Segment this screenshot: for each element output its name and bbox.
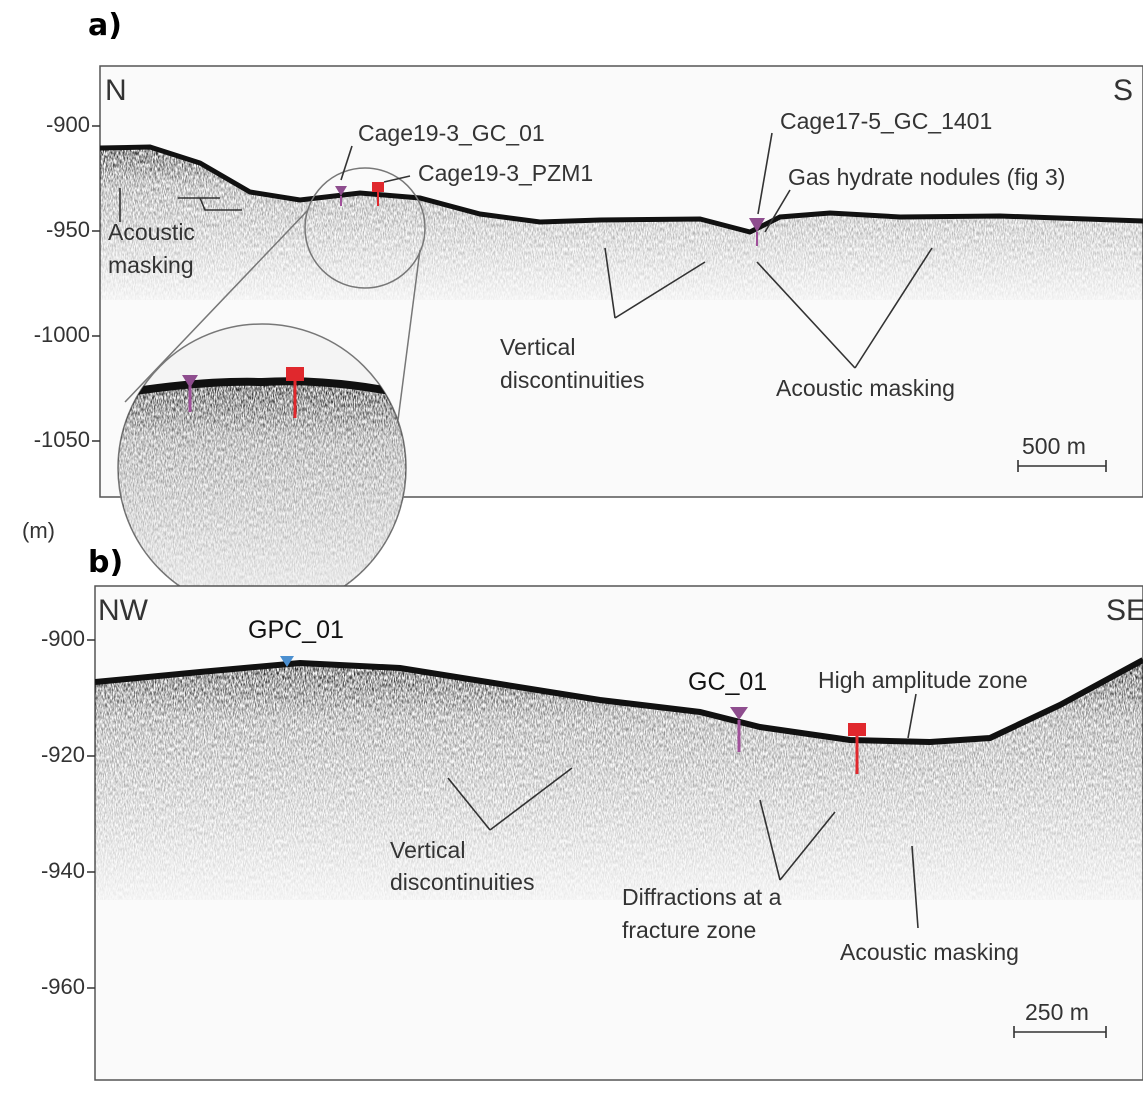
annotation: Gas hydrate nodules (fig 3) [788, 164, 1065, 190]
core-marker [848, 723, 866, 736]
corner-label: NW [98, 594, 149, 627]
core-marker [730, 707, 748, 720]
y-tick-label: -900 [41, 626, 85, 651]
unit-label: (m) [22, 518, 55, 543]
y-tick-label: -960 [41, 974, 85, 999]
corner-label: N [105, 74, 127, 107]
corner-label: S [1113, 74, 1133, 107]
annotation: masking [108, 252, 194, 278]
annotation: discontinuities [390, 869, 534, 895]
annotation: Vertical [500, 334, 575, 360]
panel-label: b) [88, 545, 123, 580]
scale-bar [1017, 460, 1107, 472]
seismic-profile [95, 657, 1143, 900]
scale-bar-label: 500 m [1022, 433, 1086, 459]
y-tick-label: -920 [41, 742, 85, 767]
annotation: Diffractions at a [622, 884, 782, 910]
zoom-view [117, 323, 407, 613]
core-marker [372, 182, 384, 192]
annotation: fracture zone [622, 917, 756, 943]
y-tick-label: -900 [46, 112, 90, 137]
zoom-source [304, 167, 426, 289]
panel-label: a) [88, 8, 122, 43]
core-marker [749, 218, 765, 232]
y-tick-label: -1000 [34, 322, 90, 347]
y-tick-label: -950 [46, 217, 90, 242]
scale-bar [1013, 1026, 1107, 1038]
core-marker [280, 656, 294, 667]
seismic-profile [100, 144, 1143, 300]
annotation: Acoustic masking [840, 939, 1019, 965]
y-axis: -900 -950 -1000 -1050 [34, 112, 100, 452]
y-axis: -900 -920 -940 -960 [41, 626, 95, 999]
zoom-line [397, 249, 421, 421]
annotation: Acoustic masking [776, 375, 955, 401]
scale-bar-label: 250 m [1025, 999, 1089, 1025]
annotation: GPC_01 [248, 616, 344, 644]
annotation: High amplitude zone [818, 667, 1028, 693]
annotation: Acoustic [108, 219, 195, 245]
y-tick-label: -1050 [34, 427, 90, 452]
annotation: discontinuities [500, 367, 644, 393]
annotation: Cage17-5_GC_1401 [780, 108, 992, 134]
annotation: Cage19-3_PZM1 [418, 160, 593, 186]
core-marker [335, 186, 347, 196]
corner-label: SE [1106, 594, 1143, 627]
annotation: Vertical [390, 837, 465, 863]
annotation: GC_01 [688, 668, 767, 696]
annotation: Cage19-3_GC_01 [358, 120, 545, 146]
y-tick-label: -940 [41, 858, 85, 883]
